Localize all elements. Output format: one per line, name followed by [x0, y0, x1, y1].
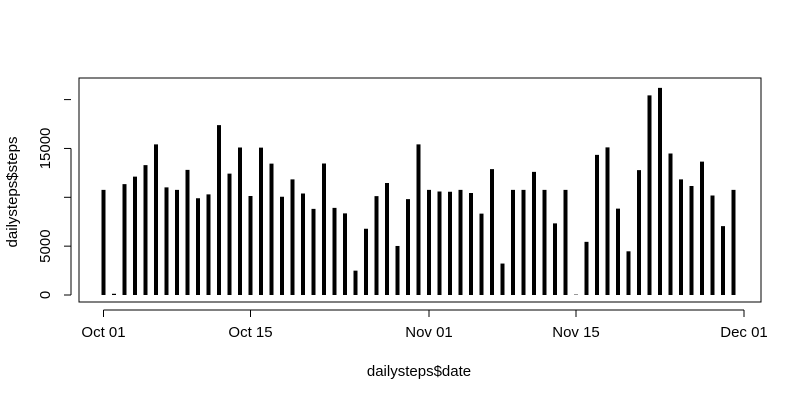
- y-axis-label: dailysteps$steps: [4, 137, 21, 248]
- x-axis-label: dailysteps$date: [367, 363, 471, 380]
- bars-group: [101, 87, 736, 295]
- plot-frame: [78, 77, 762, 303]
- x-tick-label: Oct 15: [228, 324, 272, 341]
- y-tick-label: 5000: [37, 229, 54, 262]
- x-tick-label: Dec 01: [720, 324, 768, 341]
- x-tick-label: Nov 01: [405, 324, 453, 341]
- y-tick-label: 0: [37, 291, 54, 299]
- x-tick-label: Oct 01: [81, 324, 125, 341]
- x-tick-label: Nov 15: [552, 324, 600, 341]
- y-axis: 0 5000 15000: [37, 99, 72, 299]
- x-axis: Oct 01 Oct 15 Nov 01 Nov 15 Dec 01: [81, 309, 768, 341]
- y-tick-label: 15000: [37, 128, 54, 170]
